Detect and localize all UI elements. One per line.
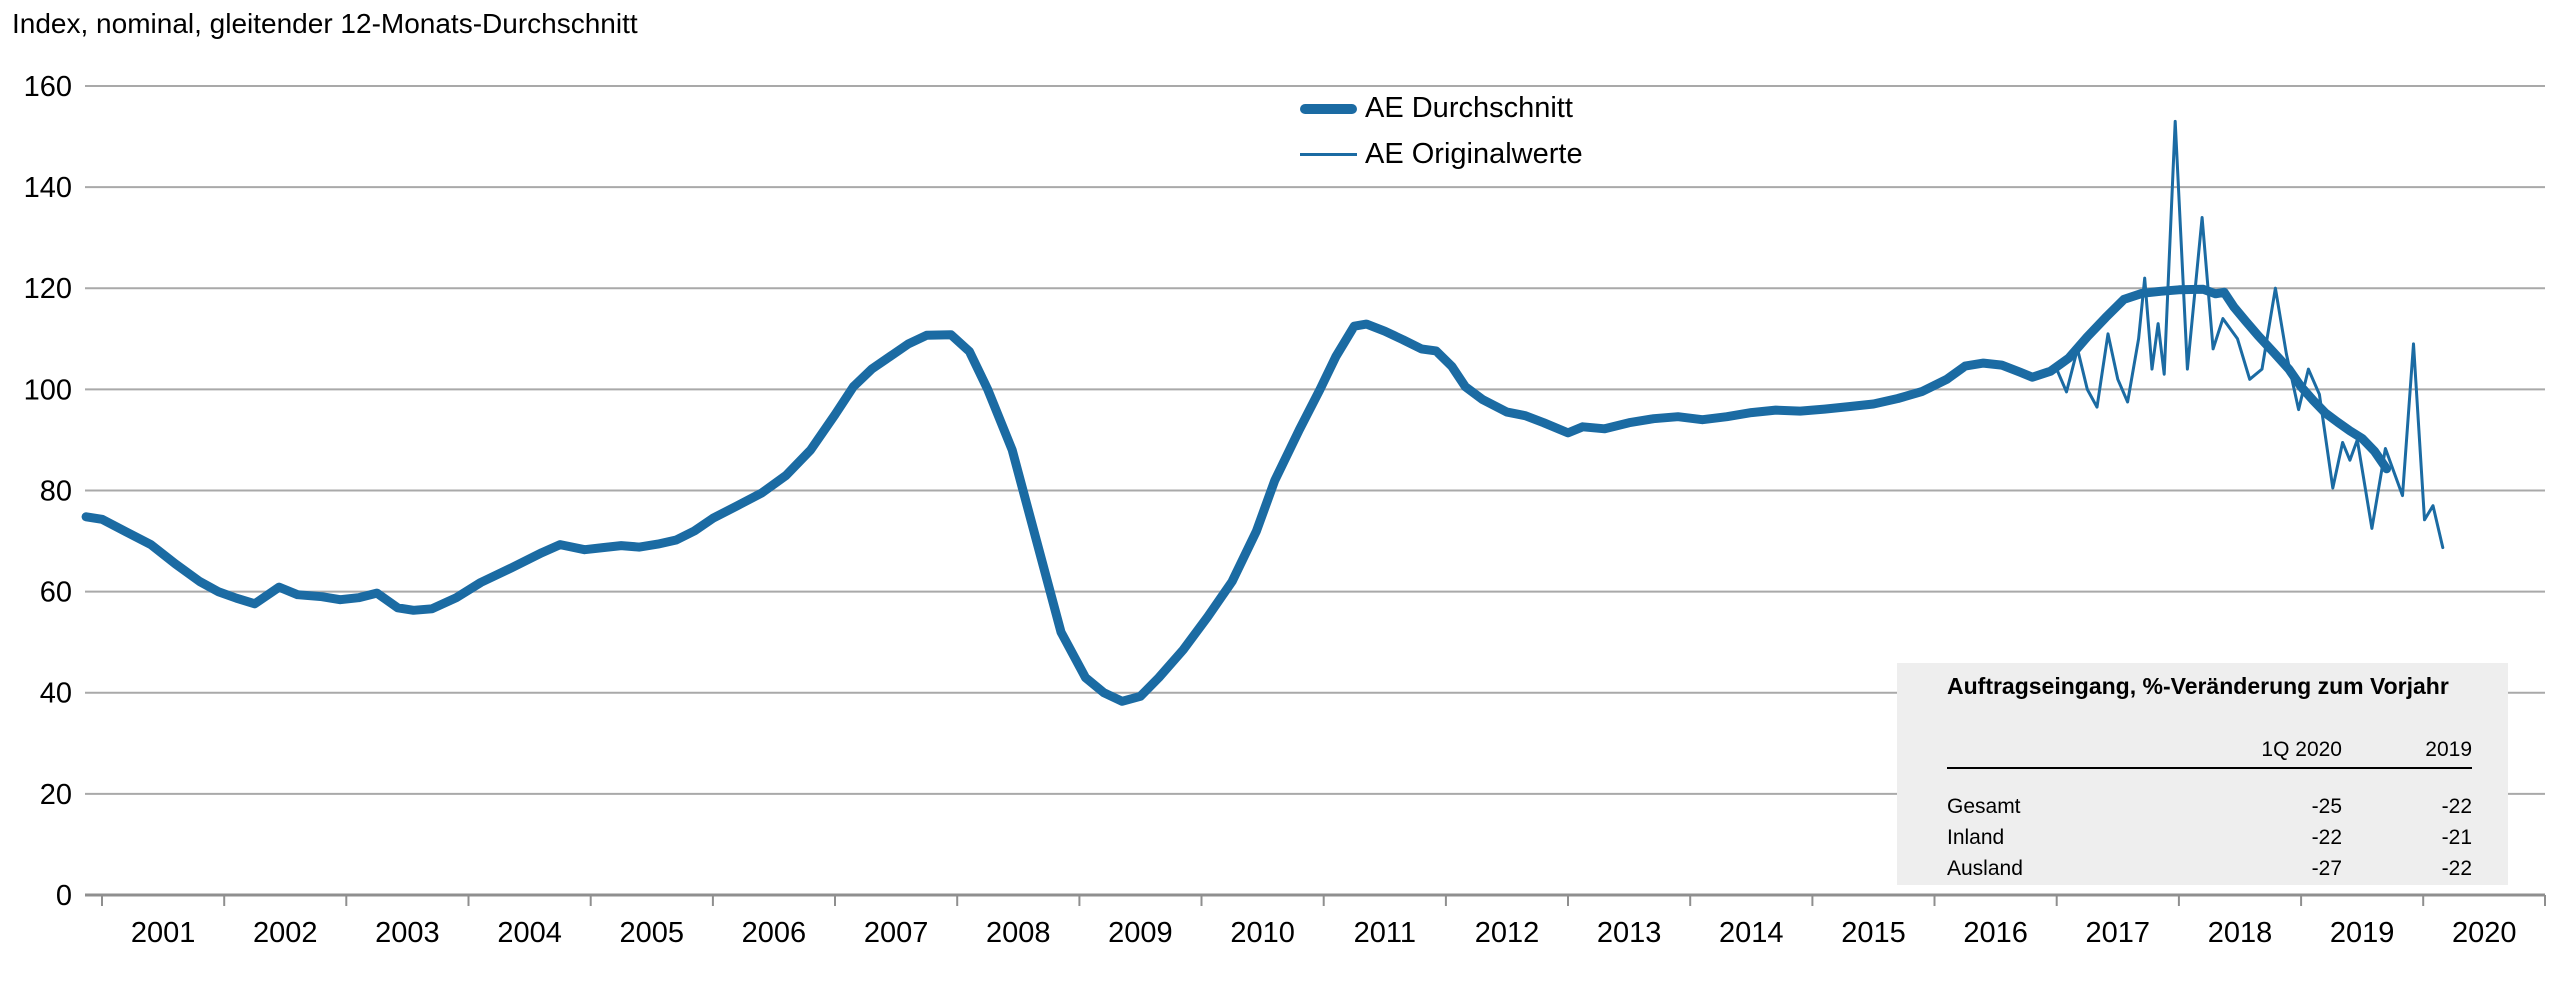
x-axis-label: 2019 <box>2330 917 2395 949</box>
table-header-row: 1Q 2020 2019 <box>1947 734 2472 769</box>
legend-item-durchschnitt: AE Durchschnitt <box>1300 92 1583 125</box>
x-axis-label: 2014 <box>1719 917 1784 949</box>
y-axis-label: 40 <box>40 678 72 710</box>
y-axis-label: 0 <box>56 880 72 912</box>
x-axis-label: 2001 <box>131 917 196 949</box>
table-row: Ausland -27 -22 <box>1947 853 2472 884</box>
x-axis-label: 2012 <box>1475 917 1540 949</box>
x-axis-label: 2018 <box>2208 917 2273 949</box>
x-axis-label: 2007 <box>864 917 929 949</box>
x-axis-label: 2016 <box>1963 917 2028 949</box>
y-axis-label: 160 <box>24 71 72 103</box>
table-header-1q2020: 1Q 2020 <box>2261 738 2342 761</box>
x-axis-label: 2005 <box>620 917 685 949</box>
legend-item-originalwerte: AE Originalwerte <box>1300 138 1583 171</box>
row-value: -27 <box>2311 857 2342 880</box>
x-axis-label: 2011 <box>1354 917 1416 949</box>
row-label: Gesamt <box>1947 795 2021 818</box>
row-value: -22 <box>2311 826 2342 849</box>
y-axis-label: 80 <box>40 476 72 508</box>
y-axis-label: 120 <box>24 273 72 305</box>
x-axis-label: 2010 <box>1230 917 1295 949</box>
table-title: Auftragseingang, %-Veränderung zum Vorja… <box>1947 673 2449 699</box>
x-axis-label: 2004 <box>497 917 562 949</box>
x-axis-label: 2017 <box>2086 917 2151 949</box>
y-axis-label: 140 <box>24 172 72 204</box>
x-axis-label: 2002 <box>253 917 318 949</box>
table-header-spacer <box>1947 734 2142 765</box>
row-label: Ausland <box>1947 857 2023 880</box>
row-value: -22 <box>2441 857 2472 880</box>
x-axis-label: 2003 <box>375 917 440 949</box>
legend-label: AE Durchschnitt <box>1365 92 1573 124</box>
x-axis-label: 2013 <box>1597 917 1662 949</box>
table-header-2019: 2019 <box>2425 738 2472 761</box>
series-ae-durchschnitt <box>81 284 2392 706</box>
x-axis-label: 2009 <box>1108 917 1173 949</box>
row-value: -21 <box>2441 826 2472 849</box>
x-axis-label: 2008 <box>986 917 1051 949</box>
legend-label: AE Originalwerte <box>1365 138 1583 170</box>
x-axis-label: 2020 <box>2452 917 2517 949</box>
x-axis-label: 2015 <box>1841 917 1906 949</box>
y-axis-label: 60 <box>40 577 72 609</box>
legend: AE Durchschnitt AE Originalwerte <box>1300 92 1583 171</box>
orders-change-table: Auftragseingang, %-Veränderung zum Vorja… <box>1897 663 2508 885</box>
row-value: -25 <box>2311 795 2342 818</box>
series-ae-originalwerte <box>2055 119 2445 550</box>
row-value: -22 <box>2441 795 2472 818</box>
thick-line-swatch-icon <box>1300 103 1357 114</box>
y-axis-label: 100 <box>24 374 72 406</box>
x-axis-label: 2006 <box>742 917 807 949</box>
table-body: Gesamt -25 -22 Inland -22 -21 Ausland -2… <box>1947 791 2472 884</box>
table-row: Gesamt -25 -22 <box>1947 791 2472 822</box>
row-label: Inland <box>1947 826 2005 849</box>
chart-title: Index, nominal, gleitender 12-Monats-Dur… <box>12 8 638 39</box>
table-row: Inland -22 -21 <box>1947 822 2472 853</box>
y-axis-label: 20 <box>40 779 72 811</box>
thin-line-swatch-icon <box>1300 153 1357 156</box>
